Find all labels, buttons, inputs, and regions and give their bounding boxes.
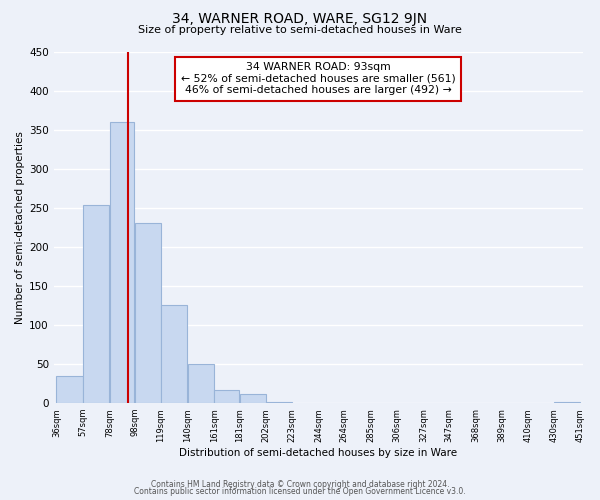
Bar [110,122,134,403]
Bar [239,394,266,403]
Text: 34, WARNER ROAD, WARE, SG12 9JN: 34, WARNER ROAD, WARE, SG12 9JN [172,12,428,26]
Text: 34 WARNER ROAD: 93sqm
← 52% of semi-detached houses are smaller (561)
46% of sem: 34 WARNER ROAD: 93sqm ← 52% of semi-deta… [181,62,455,95]
Bar [188,364,214,403]
Bar [214,390,239,403]
Text: Contains HM Land Registry data © Crown copyright and database right 2024.: Contains HM Land Registry data © Crown c… [151,480,449,489]
Text: Size of property relative to semi-detached houses in Ware: Size of property relative to semi-detach… [138,25,462,35]
Bar [161,306,187,403]
Y-axis label: Number of semi-detached properties: Number of semi-detached properties [15,131,25,324]
Bar [56,376,83,403]
Text: Contains public sector information licensed under the Open Government Licence v3: Contains public sector information licen… [134,487,466,496]
Bar [83,206,109,403]
Bar [266,402,292,403]
Bar [554,402,580,403]
X-axis label: Distribution of semi-detached houses by size in Ware: Distribution of semi-detached houses by … [179,448,457,458]
Bar [135,224,161,403]
